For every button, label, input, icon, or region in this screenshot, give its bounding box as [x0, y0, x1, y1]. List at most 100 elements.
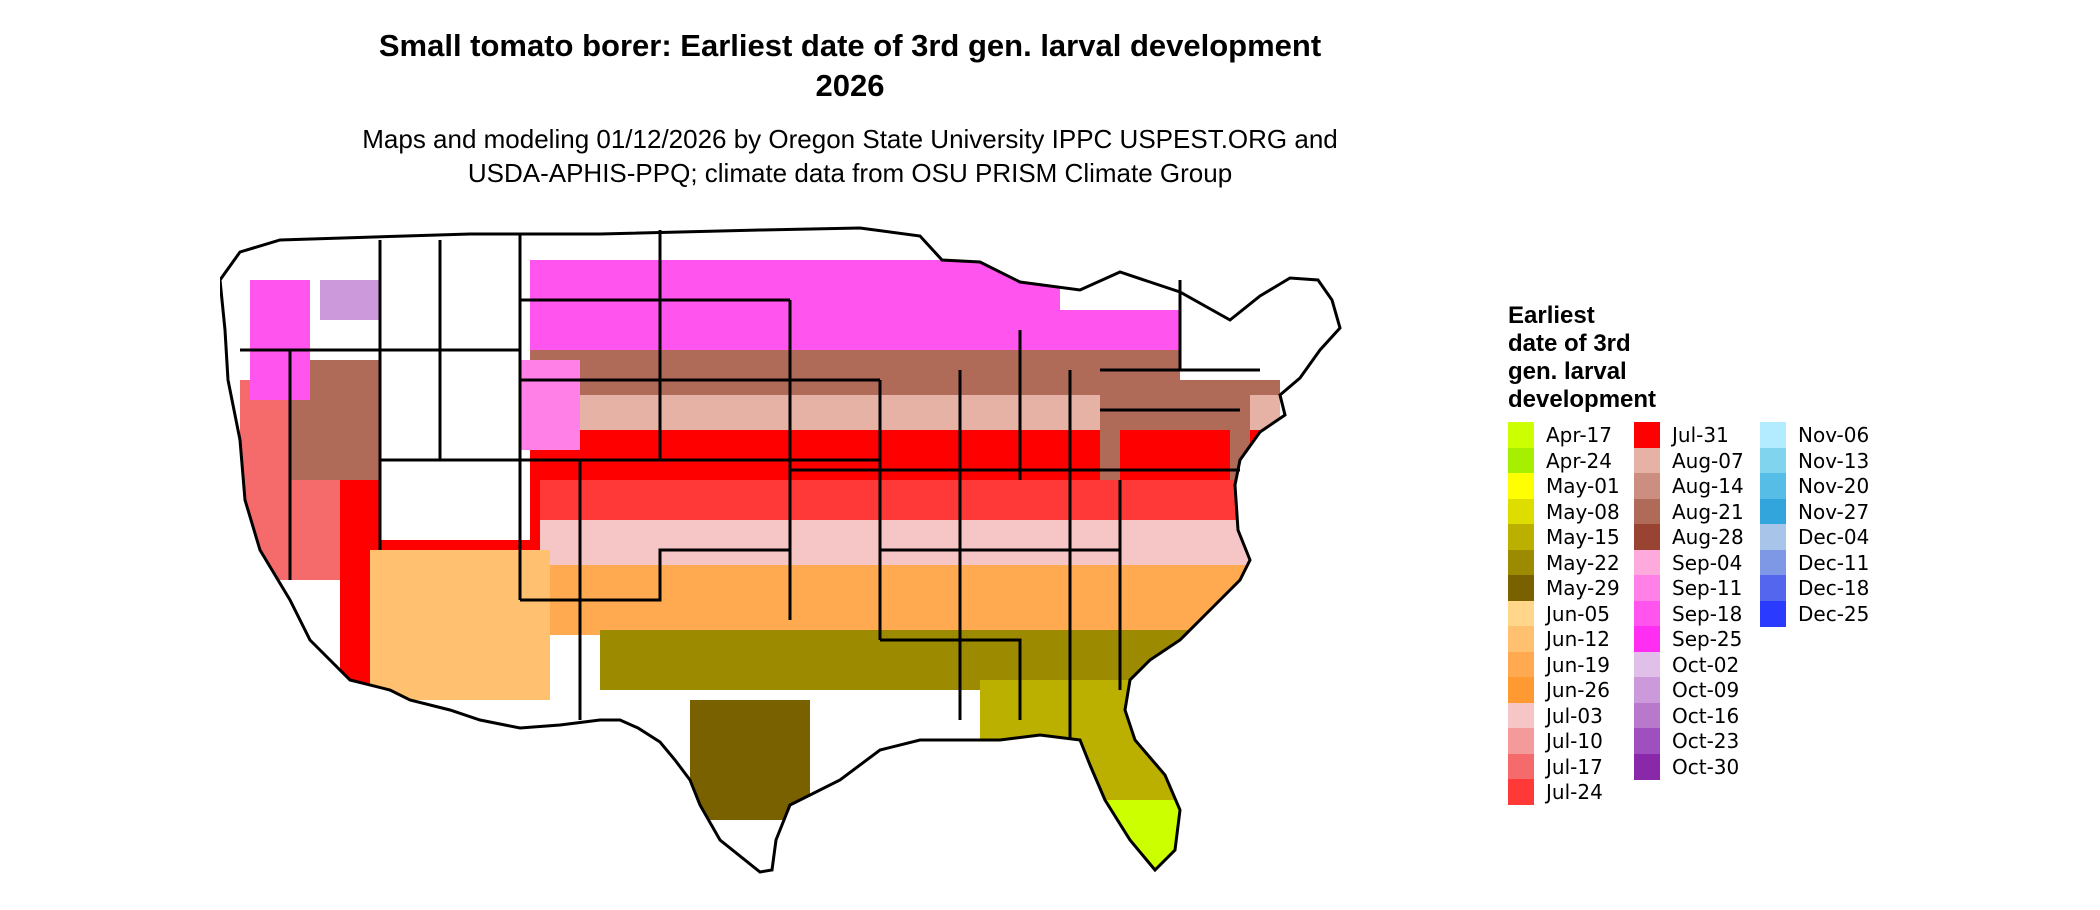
- legend-item: Dec-04: [1760, 524, 1869, 550]
- state-border: [520, 548, 790, 602]
- legend-item: Dec-18: [1760, 575, 1869, 601]
- legend-item: Jun-26: [1508, 677, 1610, 703]
- legend-swatch: [1508, 728, 1534, 754]
- legend-label: May-29: [1546, 576, 1620, 600]
- legend-label: Apr-24: [1546, 448, 1612, 473]
- legend-swatch: [1508, 702, 1534, 729]
- legend-label: Jun-19: [1546, 652, 1610, 677]
- band-florida: [980, 680, 1220, 820]
- legend-item: Jun-12: [1508, 626, 1610, 652]
- legend-item: May-08: [1508, 498, 1620, 525]
- legend-swatch: [1634, 600, 1660, 627]
- map-title: Small tomato borer: Earliest date of 3rd…: [378, 28, 1322, 63]
- legend-swatch: [1508, 422, 1534, 448]
- legend-label: Jul-03: [1546, 703, 1603, 728]
- legend-item: Nov-13: [1760, 447, 1870, 474]
- legend-label: Jun-12: [1546, 627, 1610, 651]
- legend-label: Oct-02: [1672, 652, 1740, 677]
- legend-swatch: [1508, 677, 1534, 703]
- legend-swatch: [1634, 651, 1660, 678]
- legend-item: Nov-06: [1760, 422, 1869, 448]
- legend-swatch: [1634, 447, 1660, 474]
- legend-item: May-15: [1508, 524, 1620, 550]
- legend-label: Dec-04: [1798, 525, 1870, 549]
- map-subtitle-line-1: Maps and modeling 01/12/2026 by Oregon S…: [362, 124, 1338, 154]
- legend-item: Oct-30: [1634, 753, 1740, 780]
- legend-title-line: development: [1508, 386, 1657, 413]
- legend-item: Sep-11: [1634, 575, 1742, 601]
- legend-item: Sep-04: [1634, 549, 1743, 576]
- legend-label: Jul-10: [1546, 729, 1603, 753]
- legend-title-line: date of 3rd: [1508, 330, 1631, 357]
- legend-item: Aug-14: [1634, 473, 1744, 499]
- legend-title: Earliest date of 3rd gen. larval develop…: [1508, 302, 1656, 414]
- legend-item: Oct-02: [1634, 651, 1740, 678]
- legend-item: Apr-17: [1508, 422, 1612, 448]
- legend-item: May-01: [1508, 473, 1620, 499]
- legend-swatch: [1508, 600, 1534, 627]
- band-northwest-fringe: [250, 280, 310, 400]
- legend-swatch: [1634, 549, 1660, 576]
- legend-swatch: [1508, 779, 1534, 805]
- legend-title-line: Earliest: [1508, 302, 1595, 329]
- legend-item: Jun-19: [1508, 651, 1610, 678]
- band-colorado: [380, 360, 530, 540]
- legend-item: Oct-16: [1634, 702, 1740, 729]
- legend-swatch: [1760, 422, 1786, 448]
- legend-swatch: [1760, 549, 1786, 576]
- legend-swatch: [1508, 753, 1534, 780]
- legend-item: Aug-07: [1634, 447, 1744, 474]
- legend-swatch: [1634, 728, 1660, 754]
- legend-item: Nov-27: [1760, 498, 1870, 525]
- state-borders: [220, 226, 1342, 874]
- legend-swatch: [1634, 524, 1660, 550]
- legend-label: Sep-18: [1672, 601, 1743, 626]
- legend-swatch: [1634, 677, 1660, 703]
- legend-item: Sep-18: [1634, 600, 1743, 627]
- legend-label: Nov-13: [1798, 448, 1870, 473]
- legend-item: Jul-17: [1508, 753, 1603, 780]
- legend-label: Oct-09: [1672, 678, 1740, 702]
- legend-label: Oct-23: [1672, 729, 1740, 753]
- map-subtitle-line-2: USDA-APHIS-PPQ; climate data from OSU PR…: [467, 158, 1233, 188]
- legend-item: Jun-05: [1508, 600, 1610, 627]
- legend-swatch: [1760, 447, 1786, 474]
- legend-label: Apr-17: [1546, 423, 1612, 447]
- legend-label: Sep-11: [1672, 576, 1743, 600]
- us-pest-map: [220, 226, 1342, 874]
- legend-item: Apr-24: [1508, 447, 1612, 474]
- band-new-england: [1180, 300, 1340, 380]
- legend-item: May-29: [1508, 575, 1620, 601]
- legend-label: Aug-14: [1672, 474, 1744, 498]
- band-arizona-desert: [370, 550, 550, 700]
- legend-swatch: [1634, 702, 1660, 729]
- legend-swatch: [1634, 473, 1660, 499]
- legend-label: Nov-06: [1798, 423, 1870, 447]
- legend-label: Dec-11: [1798, 550, 1870, 575]
- legend-swatch: [1760, 524, 1786, 550]
- legend-item: Sep-25: [1634, 626, 1742, 652]
- legend-label: Nov-20: [1798, 474, 1870, 498]
- map-color-fill: [220, 228, 1340, 872]
- band-plains-fringe: [520, 360, 580, 450]
- legend-item: Jul-10: [1508, 728, 1603, 754]
- state-border: [880, 638, 1022, 720]
- legend-item: Nov-20: [1760, 473, 1869, 499]
- legend-label: Jul-24: [1546, 780, 1603, 804]
- legend-item: Jul-03: [1508, 702, 1603, 729]
- legend-swatch: [1760, 575, 1786, 601]
- legend-label: Nov-27: [1798, 499, 1870, 524]
- legend-label: Oct-30: [1672, 754, 1740, 779]
- legend-swatch: [1634, 626, 1660, 652]
- legend-swatch: [1508, 575, 1534, 601]
- legend-label: Sep-25: [1672, 627, 1743, 651]
- legend-label: Jun-05: [1546, 601, 1610, 626]
- legend-item: Oct-23: [1634, 728, 1739, 754]
- legend-label: Oct-16: [1672, 703, 1740, 728]
- legend-swatch: [1760, 498, 1786, 525]
- legend-swatch: [1634, 753, 1660, 780]
- legend-label: Dec-25: [1798, 601, 1870, 626]
- legend-swatch: [1760, 600, 1786, 627]
- legend-item: Jul-24: [1508, 779, 1603, 805]
- legend-label: Sep-04: [1672, 550, 1743, 575]
